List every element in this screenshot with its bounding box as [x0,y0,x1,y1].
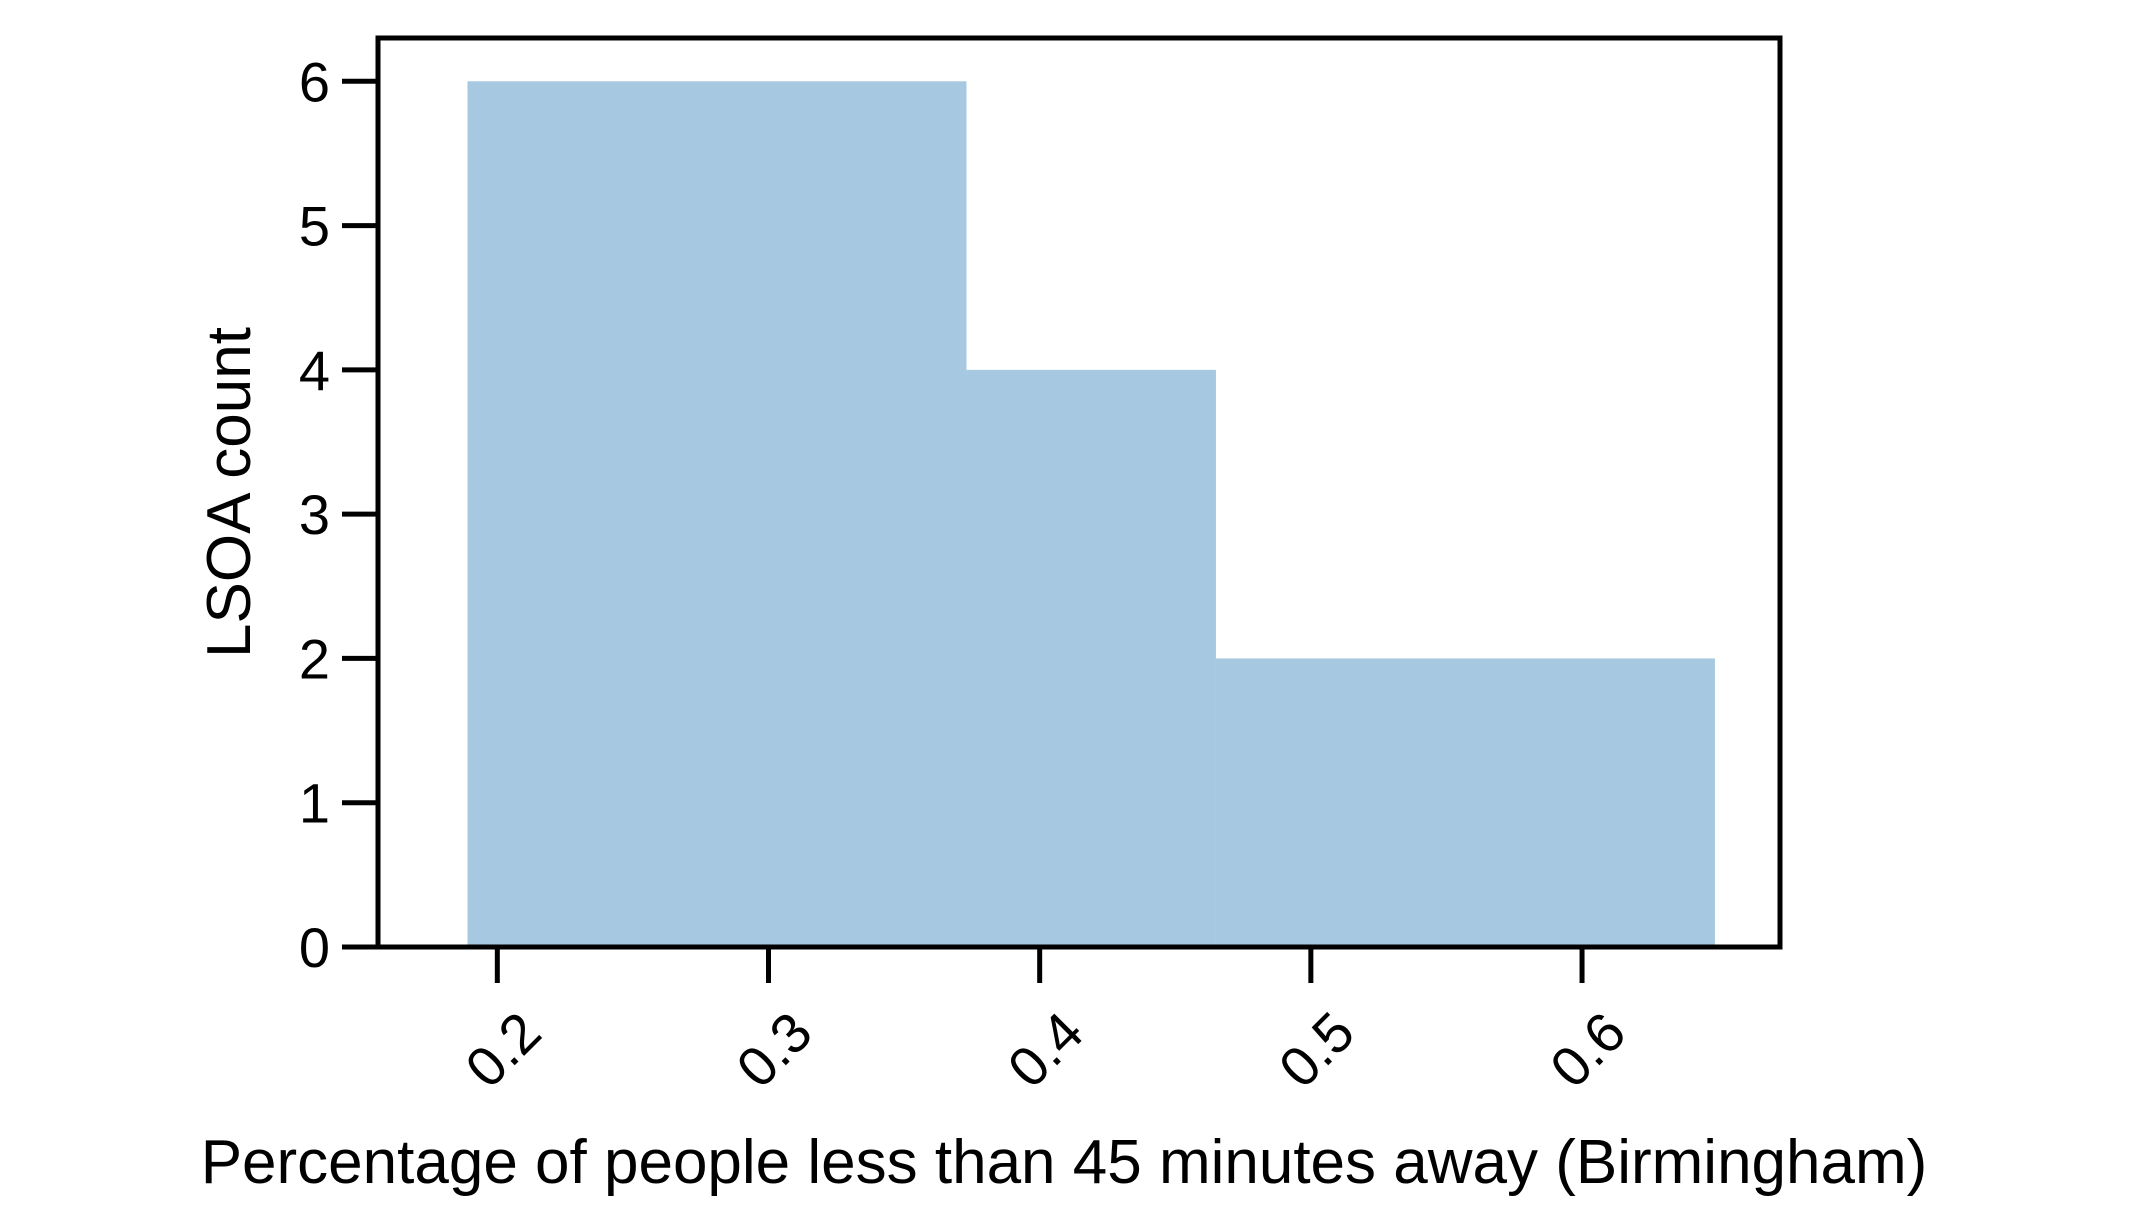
y-tick-label: 4 [299,339,330,402]
y-tick-label: 6 [299,50,330,113]
x-axis-label: Percentage of people less than 45 minute… [201,1128,1928,1197]
y-tick-label: 5 [299,195,330,258]
histogram-bar [467,81,967,948]
y-tick-label: 0 [299,916,330,979]
y-tick-label: 1 [299,772,330,835]
y-axis: 0 1 2 3 4 5 6 [299,50,378,979]
y-axis-label: LSOA count [195,327,264,658]
plot-frame [375,35,1783,950]
y-tick-label: 3 [299,483,330,546]
histogram-bar [1215,658,1715,947]
histogram-bar [966,369,1216,947]
bars-layer [467,81,1715,948]
y-tick-label: 2 [299,627,330,690]
